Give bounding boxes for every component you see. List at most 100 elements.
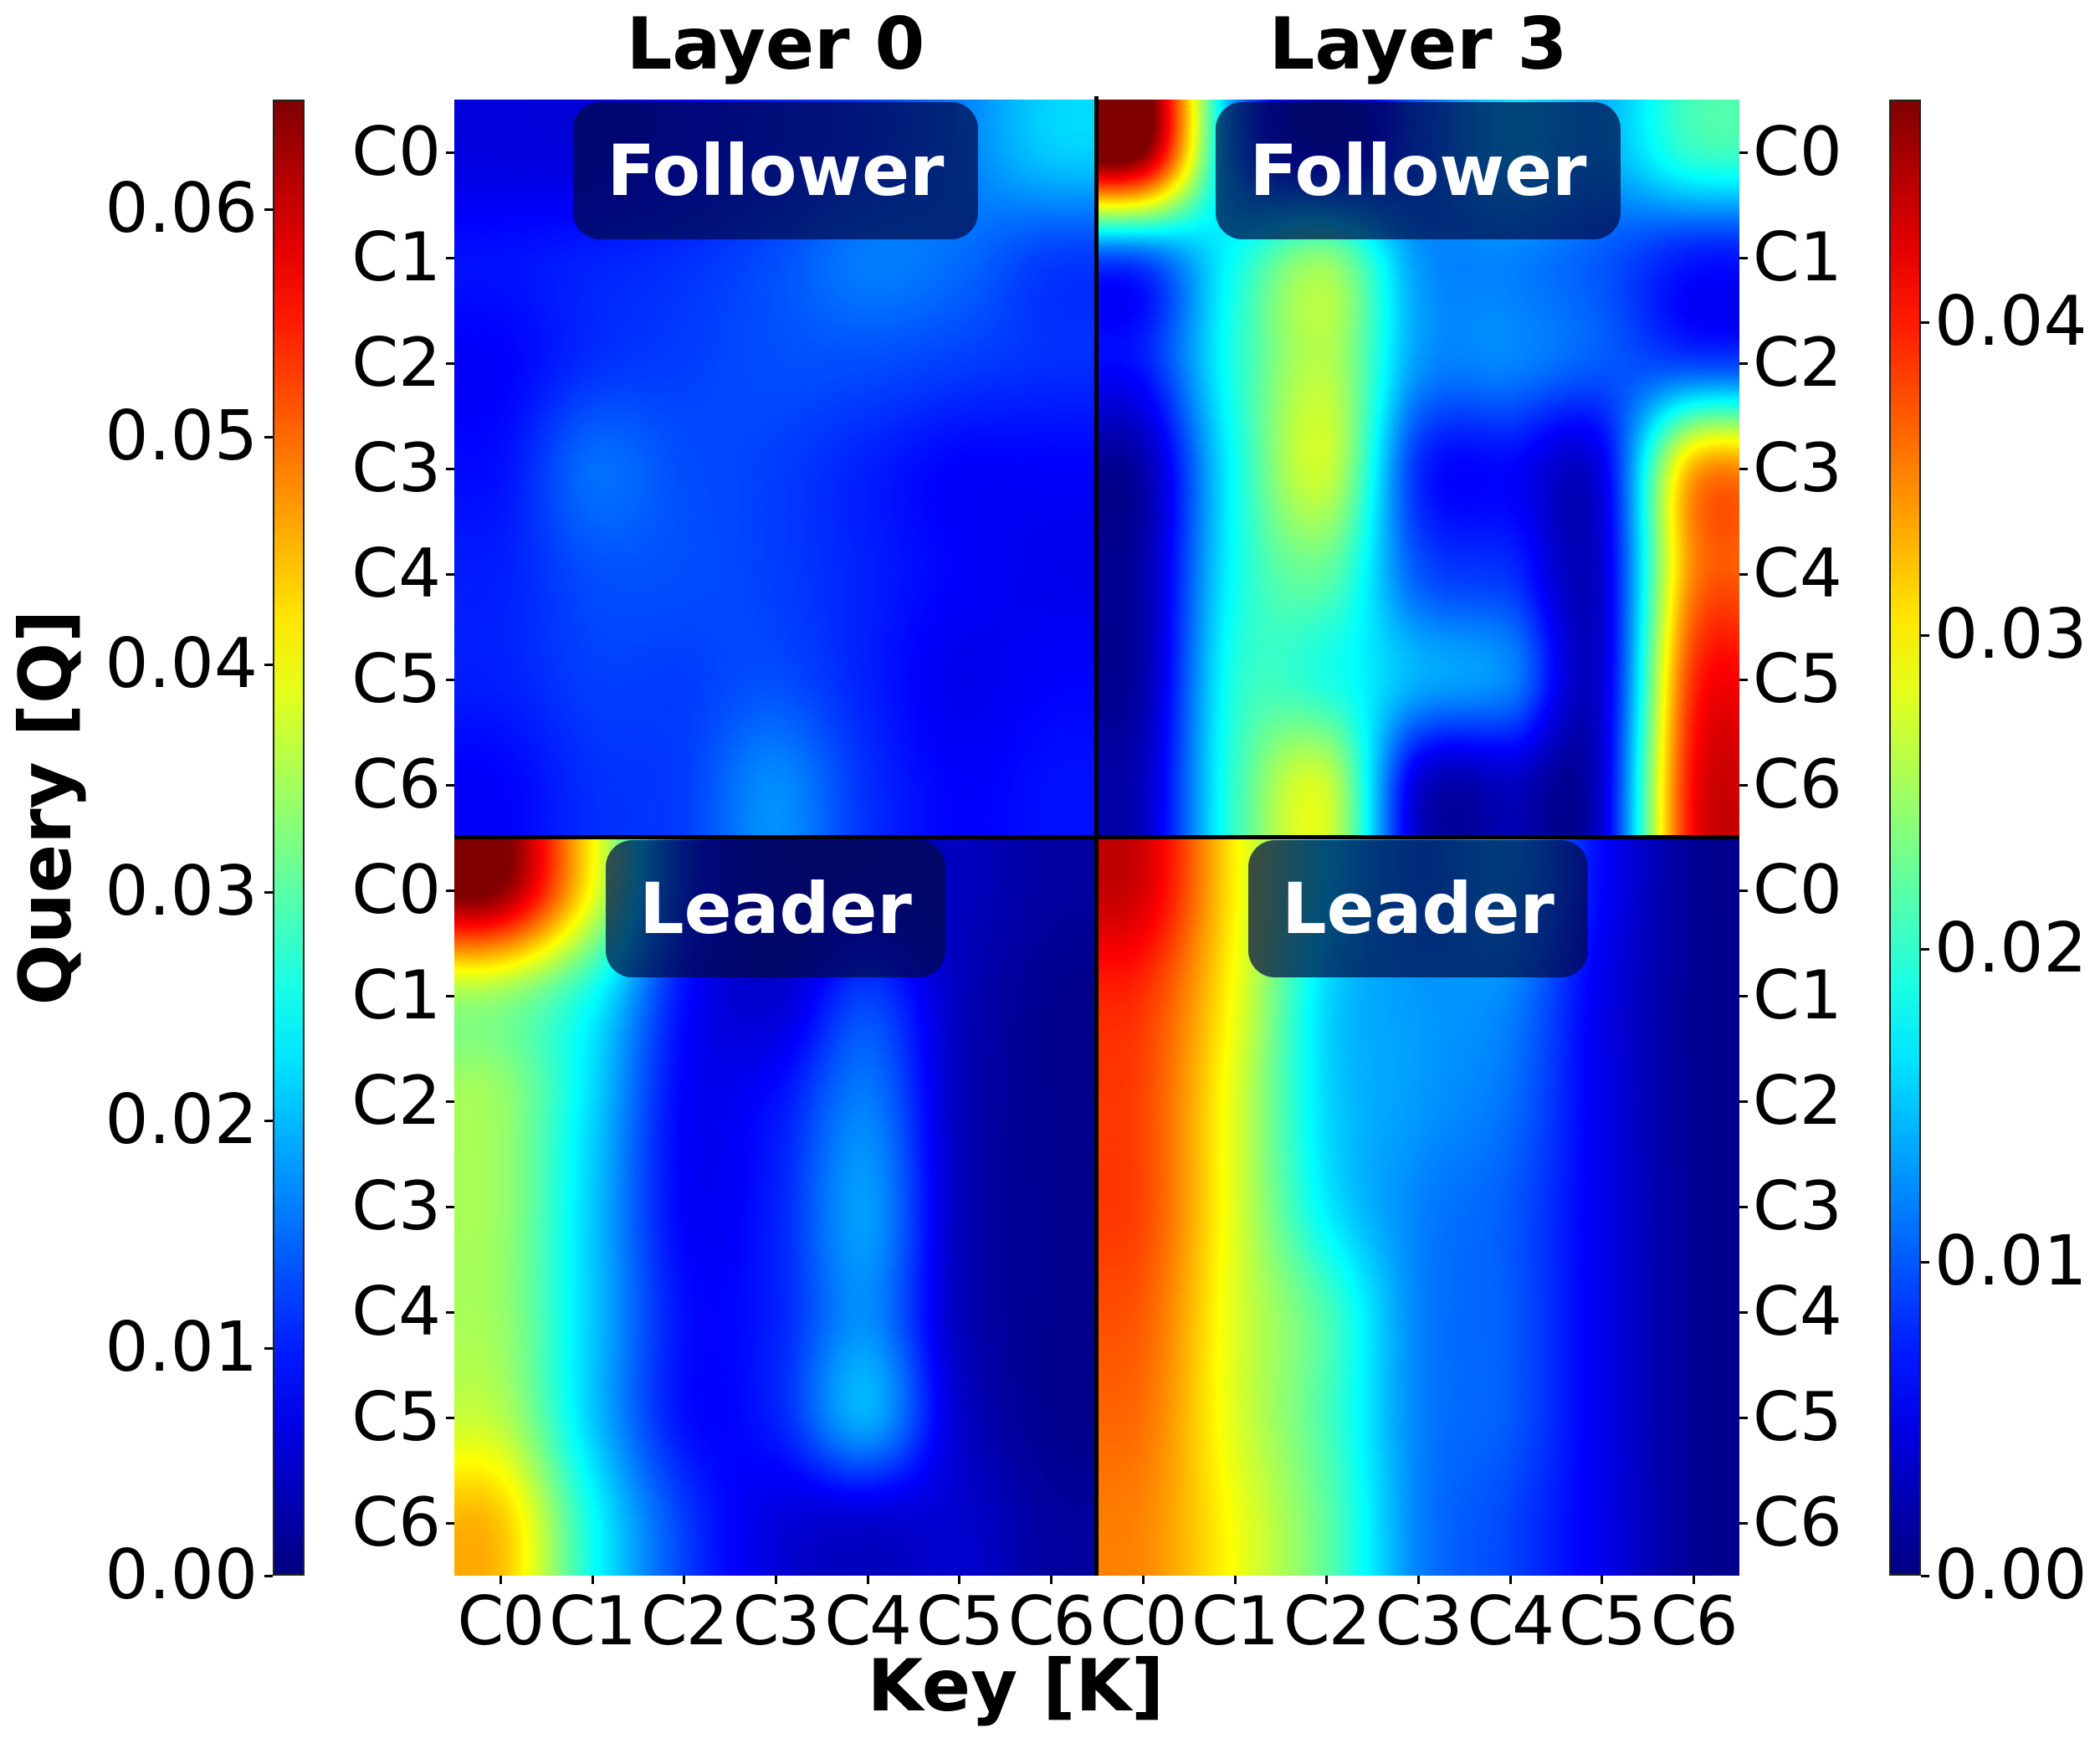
y-tick xyxy=(1739,1206,1748,1208)
y-tick xyxy=(1739,151,1748,154)
colorbar-layer-0 xyxy=(273,100,305,1576)
colorbar-tick-label: 0.05 xyxy=(105,396,258,476)
y-tick-label: C6 xyxy=(351,746,441,823)
colorbar-tick xyxy=(1921,634,1929,638)
colorbar-tick-label: 0.02 xyxy=(105,1079,258,1160)
x-tick-label: C5 xyxy=(916,1582,1004,1660)
y-tick xyxy=(1739,890,1748,892)
y-tick xyxy=(1739,995,1748,997)
colorbar-tick xyxy=(264,1575,273,1577)
colorbar-tick-label: 0.01 xyxy=(1934,1222,2087,1302)
y-tick xyxy=(446,468,454,470)
y-tick-label: C5 xyxy=(1753,1378,1842,1456)
y-tick xyxy=(1739,784,1748,787)
x-tick xyxy=(1417,1576,1420,1584)
x-tick xyxy=(775,1576,777,1584)
y-tick xyxy=(1739,257,1748,259)
y-tick xyxy=(1739,1311,1748,1314)
y-tick xyxy=(1739,573,1748,576)
y-tick-label: C0 xyxy=(351,113,441,191)
y-tick-label: C5 xyxy=(351,1378,441,1456)
x-tick xyxy=(499,1576,502,1584)
x-tick-label: C4 xyxy=(824,1582,912,1660)
colorbar-tick xyxy=(1921,1575,1929,1577)
colorbar-tick xyxy=(1921,1261,1929,1264)
x-axis-label: Key [K] xyxy=(867,1644,1165,1728)
x-tick xyxy=(958,1576,961,1584)
y-tick-label: C6 xyxy=(351,1484,441,1561)
y-tick xyxy=(446,1206,454,1208)
x-tick-label: C2 xyxy=(1283,1582,1371,1660)
x-tick-label: C3 xyxy=(1375,1582,1463,1660)
x-tick-label: C5 xyxy=(1559,1582,1647,1660)
y-tick xyxy=(446,1100,454,1103)
y-tick xyxy=(446,1522,454,1525)
y-tick-label: C1 xyxy=(351,218,441,296)
y-tick-label: C4 xyxy=(1753,535,1842,613)
y-tick-label: C1 xyxy=(1753,218,1842,296)
colorbar-layer-3 xyxy=(1889,100,1921,1576)
x-tick xyxy=(591,1576,594,1584)
colorbar-tick-label: 0.00 xyxy=(1934,1535,2087,1615)
colorbar-tick xyxy=(1921,320,1929,324)
tag-layer0-leader: Leader xyxy=(606,840,945,977)
colorbar-tick xyxy=(1921,947,1929,951)
x-tick xyxy=(683,1576,686,1584)
y-tick xyxy=(446,784,454,787)
y-tick xyxy=(446,573,454,576)
colorbar-tick xyxy=(264,891,273,895)
x-tick xyxy=(1325,1576,1329,1584)
x-tick xyxy=(1233,1576,1237,1584)
y-tick-label: C3 xyxy=(351,429,441,507)
tag-layer3-follower: Follower xyxy=(1216,102,1621,239)
x-tick-label: C6 xyxy=(1007,1582,1096,1660)
y-tick-label: C2 xyxy=(1753,1062,1842,1140)
colorbar-tick xyxy=(264,1346,273,1350)
y-tick-label: C0 xyxy=(1753,851,1842,929)
y-tick-label: C3 xyxy=(1753,1167,1842,1245)
y-tick-label: C2 xyxy=(351,324,441,402)
y-tick-label: C0 xyxy=(1753,113,1842,191)
y-tick-label: C1 xyxy=(351,956,441,1034)
colorbar-tick-label: 0.01 xyxy=(105,1307,258,1387)
y-tick-label: C3 xyxy=(1753,429,1842,507)
x-tick-label: C1 xyxy=(549,1582,637,1660)
colorbar-tick xyxy=(264,435,273,438)
horizontal-divider xyxy=(454,835,1739,839)
x-tick-label: C4 xyxy=(1467,1582,1555,1660)
y-tick-label: C1 xyxy=(1753,956,1842,1034)
colorbar-tick xyxy=(264,208,273,211)
title-layer-0: Layer 0 xyxy=(626,3,925,86)
y-tick xyxy=(446,890,454,892)
y-tick-label: C4 xyxy=(351,1273,441,1351)
x-tick xyxy=(1693,1576,1696,1584)
tag-layer0-follower: Follower xyxy=(573,102,978,239)
colorbar-tick-label: 0.03 xyxy=(1934,595,2087,675)
x-tick xyxy=(1601,1576,1604,1584)
y-tick xyxy=(1739,1100,1748,1103)
colorbar-tick xyxy=(264,1119,273,1122)
title-layer-3: Layer 3 xyxy=(1268,3,1568,86)
y-tick xyxy=(1739,468,1748,470)
y-tick-label: C5 xyxy=(1753,640,1842,718)
y-tick xyxy=(446,257,454,259)
y-tick xyxy=(1739,362,1748,365)
colorbar-tick-label: 0.04 xyxy=(1934,281,2087,361)
x-tick xyxy=(1141,1576,1145,1584)
colorbar-tick-label: 0.06 xyxy=(105,168,258,249)
colorbar-tick-label: 0.00 xyxy=(105,1535,258,1615)
y-tick xyxy=(446,679,454,681)
y-tick xyxy=(446,362,454,365)
y-tick xyxy=(1739,679,1748,681)
y-tick xyxy=(446,151,454,154)
x-tick-label: C3 xyxy=(732,1582,821,1660)
y-tick xyxy=(446,1311,454,1314)
y-tick xyxy=(446,1417,454,1419)
y-tick-label: C4 xyxy=(1753,1273,1842,1351)
y-tick-label: C5 xyxy=(351,640,441,718)
y-tick-label: C2 xyxy=(351,1062,441,1140)
x-tick-label: C0 xyxy=(1099,1582,1187,1660)
x-tick-label: C1 xyxy=(1191,1582,1279,1660)
colorbar-tick-label: 0.02 xyxy=(1934,908,2087,988)
y-tick xyxy=(446,995,454,997)
